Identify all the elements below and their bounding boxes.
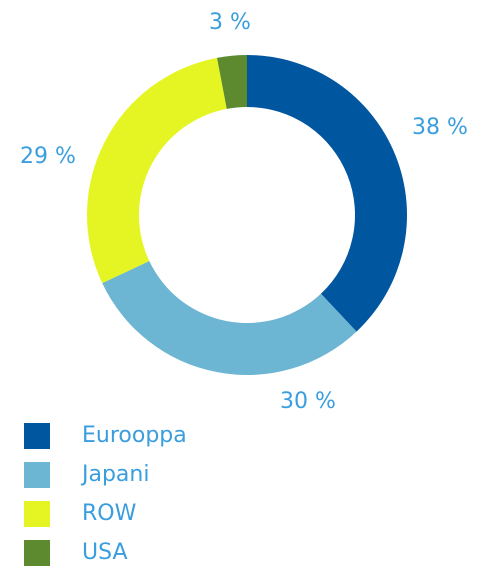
legend-label: ROW	[82, 501, 137, 526]
legend-label: USA	[82, 540, 128, 565]
data-label: 3 %	[209, 10, 251, 35]
data-label: 29 %	[20, 144, 76, 169]
donut-segment	[87, 57, 227, 284]
legend-swatch	[24, 501, 50, 527]
legend-label: Eurooppa	[82, 423, 187, 448]
legend-swatch	[24, 540, 50, 566]
legend-swatch	[24, 423, 50, 449]
data-label: 30 %	[280, 389, 336, 414]
donut-segment	[217, 55, 247, 109]
legend-swatch	[24, 462, 50, 488]
donut-segment	[247, 55, 407, 332]
legend-label: Japani	[80, 462, 149, 487]
donut-segment	[102, 260, 357, 375]
data-label: 38 %	[412, 115, 468, 140]
